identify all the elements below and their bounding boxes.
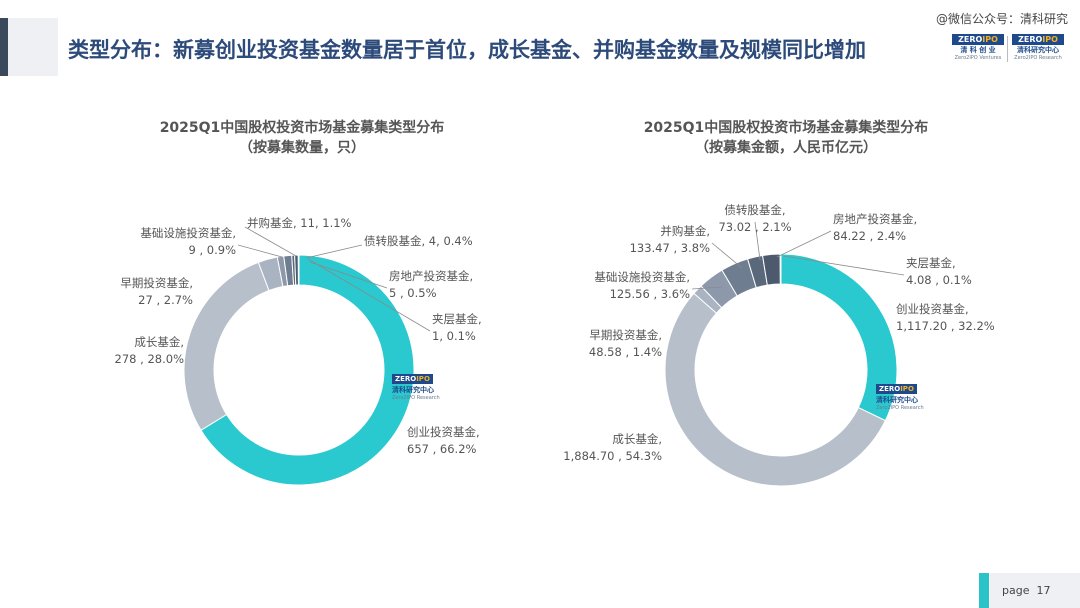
chart-1-title: 2025Q1中国股权投资市场基金募集类型分布 （按募集数量，只） bbox=[112, 118, 492, 158]
chart-2-label-realestate: 房地产投资基金, bbox=[833, 212, 917, 226]
chart-1-label-growth: 成长基金, bbox=[134, 335, 184, 349]
page-label: page bbox=[1002, 584, 1030, 597]
chart-2-value-convertible: 73.02 , 2.1% bbox=[718, 220, 791, 234]
chart-1-value-growth: 278 , 28.0% bbox=[115, 352, 185, 366]
zero2ipo-ventures-logo: ZEROIPO 清 科 创 业 Zero2IPO Ventures bbox=[952, 34, 1004, 64]
header-accent-bar bbox=[0, 18, 8, 76]
chart-1-subtitle: （按募集数量，只） bbox=[239, 140, 365, 156]
page-number: page 17 bbox=[990, 573, 1080, 608]
chart-2-label-vc: 创业投资基金, bbox=[896, 302, 969, 316]
chart-2-slice-growth bbox=[664, 292, 887, 487]
chart-1-value-realestate: 5 , 0.5% bbox=[389, 286, 437, 300]
chart-1-value-early: 27 , 2.7% bbox=[138, 293, 193, 307]
chart-1-center-logo: ZEROIPO 清科研究中心 Zero2IPO Research bbox=[392, 374, 440, 401]
chart-2-leader-realestate bbox=[776, 230, 832, 258]
logo-divider bbox=[1007, 36, 1008, 62]
chart-1-label-early: 早期投资基金, bbox=[120, 276, 193, 290]
page-title: 类型分布：新募创业投资基金数量居于首位，成长基金、并购基金数量及规模同比增加 bbox=[68, 38, 866, 62]
chart-2-label-convertible: 债转股基金, bbox=[724, 203, 785, 217]
chart-2-leader-mna bbox=[711, 242, 743, 269]
chart-2-value-infra: 125.56 , 3.6% bbox=[610, 287, 690, 301]
chart-2-value-mna: 133.47 , 3.8% bbox=[630, 241, 710, 255]
chart-2-center-logo: ZEROIPO 清科研究中心 Zero2IPO Research bbox=[876, 384, 924, 411]
chart-1-value-infra: 9 , 0.9% bbox=[189, 243, 237, 257]
chart-1-value-mezzanine: 1, 0.1% bbox=[432, 329, 476, 343]
chart-2-label-growth: 成长基金, bbox=[612, 432, 662, 446]
chart-2-slice-mezzanine bbox=[779, 253, 782, 285]
chart-2-leader-infra bbox=[691, 286, 723, 290]
chart-1-leader-convertible bbox=[305, 244, 363, 259]
chart-2-label-infra: 基础设施投资基金, bbox=[594, 270, 690, 284]
chart-2-value-growth: 1,884.70 , 54.3% bbox=[563, 449, 662, 463]
chart-1-title-line: 2025Q1中国股权投资市场基金募集类型分布 bbox=[159, 120, 445, 136]
chart-2-value-mezzanine: 4.08 , 0.1% bbox=[906, 273, 972, 287]
chart-2-label-mezzanine: 夹层基金, bbox=[906, 256, 956, 270]
chart-2-label-mna: 并购基金, bbox=[660, 224, 710, 238]
chart-1-leader-realestate bbox=[309, 261, 388, 289]
chart-1-label-convertible: 债转股基金, 4, 0.4% bbox=[364, 234, 473, 248]
wechat-watermark: @微信公众号：清科研究 bbox=[935, 12, 1068, 26]
chart-1-leader-mezzanine bbox=[307, 258, 431, 332]
chart-2-subtitle: （按募集金额，人民币亿元） bbox=[695, 140, 877, 156]
chart-1-label-realestate: 房地产投资基金, bbox=[389, 269, 473, 283]
chart-1-slice-growth bbox=[183, 261, 270, 431]
chart-2-leader-mezzanine bbox=[783, 255, 905, 276]
chart-1-label-infra: 基础设施投资基金, bbox=[140, 226, 236, 240]
chart-2-value-realestate: 84.22 , 2.4% bbox=[833, 229, 906, 243]
chart-2-title-line: 2025Q1中国股权投资市场基金募集类型分布 bbox=[643, 120, 929, 136]
chart-1-leader-mna bbox=[244, 226, 297, 257]
page-number-value: 17 bbox=[1036, 584, 1051, 597]
chart-1-label-mna: 并购基金, 11, 1.1% bbox=[247, 216, 352, 230]
chart-1-label-vc: 创业投资基金, bbox=[407, 425, 480, 439]
chart-1-slice-mezzanine bbox=[297, 254, 300, 286]
chart-2-value-early: 48.58 , 1.4% bbox=[589, 345, 662, 359]
chart-2-title: 2025Q1中国股权投资市场基金募集类型分布 （按募集金额，人民币亿元） bbox=[596, 118, 976, 158]
chart-1-label-mezzanine: 夹层基金, bbox=[432, 312, 482, 326]
brand-logos: ZEROIPO 清 科 创 业 Zero2IPO Ventures ZEROIP… bbox=[952, 34, 1064, 64]
header-accent-panel bbox=[8, 18, 58, 76]
chart-1-value-vc: 657 , 66.2% bbox=[407, 442, 477, 456]
page-number-accent bbox=[979, 573, 989, 608]
chart-2-value-vc: 1,117.20 , 32.2% bbox=[896, 319, 995, 333]
chart-1-slice-vc bbox=[200, 254, 415, 486]
chart-1-leader-infra bbox=[237, 244, 283, 258]
zero2ipo-research-logo: ZEROIPO 清科研究中心 Zero2IPO Research bbox=[1012, 34, 1064, 64]
chart-2-leader-convertible bbox=[754, 221, 761, 261]
chart-2-label-early: 早期投资基金, bbox=[589, 328, 662, 342]
